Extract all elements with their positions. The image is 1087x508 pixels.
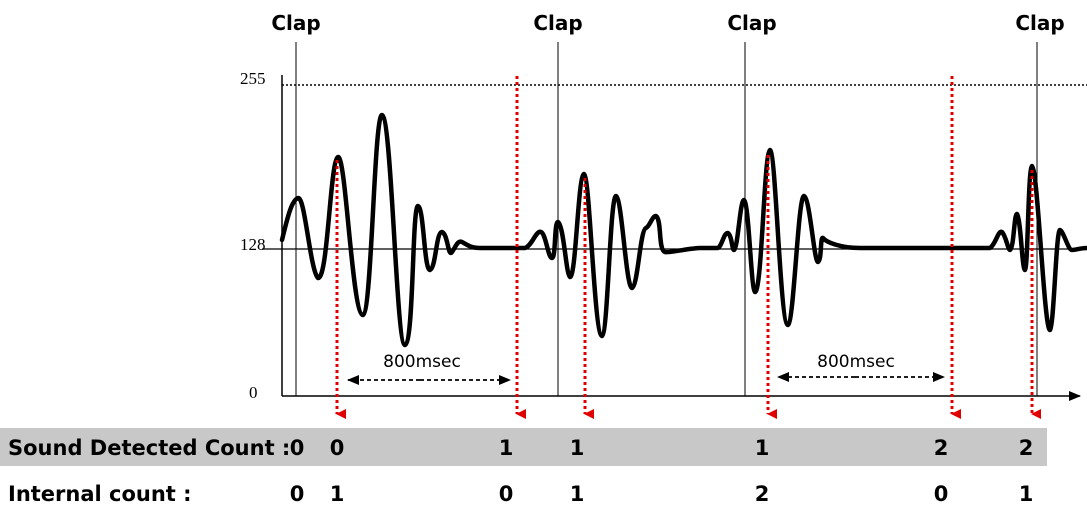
y-tick-255: 255 <box>240 69 266 88</box>
sound-detected-count-value: 0 <box>290 436 305 460</box>
interval-label-2: 800msec <box>817 352 895 372</box>
sound-detected-count-label: Sound Detected Count : <box>8 436 290 460</box>
sound-detected-count-value: 2 <box>1019 436 1034 460</box>
internal-count-value: 1 <box>1019 482 1034 506</box>
sound-detected-count-value: 1 <box>499 436 514 460</box>
internal-count-value: 1 <box>570 482 585 506</box>
interval-label-1: 800msec <box>383 352 461 372</box>
internal-count-value: 0 <box>934 482 949 506</box>
y-tick-128: 128 <box>240 235 266 254</box>
sound-waveform <box>279 112 1087 348</box>
y-tick-0: 0 <box>249 383 258 402</box>
interval-label-bg-1 <box>370 348 476 372</box>
internal-count-value: 1 <box>330 482 345 506</box>
clap-label-1: Clap <box>271 11 320 35</box>
internal-count-value: 2 <box>755 482 770 506</box>
sound-detected-count-value: 1 <box>570 436 585 460</box>
sound-detected-count-value: 0 <box>330 436 345 460</box>
interval-label-bg-2 <box>808 348 908 372</box>
clap-label-3: Clap <box>727 11 776 35</box>
internal-count-value: 0 <box>290 482 305 506</box>
internal-count-value: 0 <box>499 482 514 506</box>
clap-label-4: Clap <box>1015 11 1064 35</box>
sound-detected-count-value: 1 <box>755 436 770 460</box>
internal-count-label: Internal count : <box>8 482 192 506</box>
sound-detected-row-band <box>0 428 1047 466</box>
clap-label-2: Clap <box>533 11 582 35</box>
sound-detected-count-value: 2 <box>934 436 949 460</box>
